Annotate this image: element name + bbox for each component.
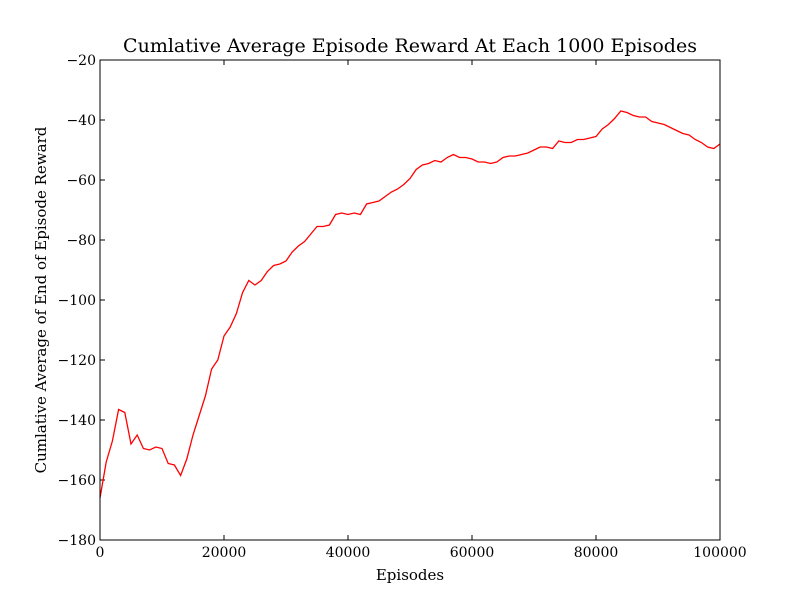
series-line xyxy=(99,110,721,499)
tick-label: −140 xyxy=(58,413,96,429)
plot-frame xyxy=(99,59,721,541)
tick-label: −160 xyxy=(58,473,96,489)
y-axis-label: Cumlative Average of End of Episode Rewa… xyxy=(32,126,50,473)
tick-label: 80000 xyxy=(574,545,619,561)
tick-label: 100000 xyxy=(693,545,746,561)
ticks: 0 20000 40000 60000 80000 100000 −180 −160 −140 −… xyxy=(58,53,747,561)
tick-label: −100 xyxy=(58,293,96,309)
tick-label: −180 xyxy=(58,533,96,549)
tick-label: −60 xyxy=(66,173,96,189)
tick-label: 40000 xyxy=(326,545,371,561)
tick-label: 60000 xyxy=(450,545,495,561)
tick-label: −80 xyxy=(66,233,96,249)
tick-label: −120 xyxy=(58,353,96,369)
tick-label: 20000 xyxy=(202,545,247,561)
tick-label: −40 xyxy=(66,113,96,129)
chart-title: Cumlative Average Episode Reward At Each… xyxy=(123,35,697,57)
x-axis-label: Episodes xyxy=(376,566,444,584)
tick-label: −20 xyxy=(66,53,96,69)
tick-label: 0 xyxy=(96,545,105,561)
